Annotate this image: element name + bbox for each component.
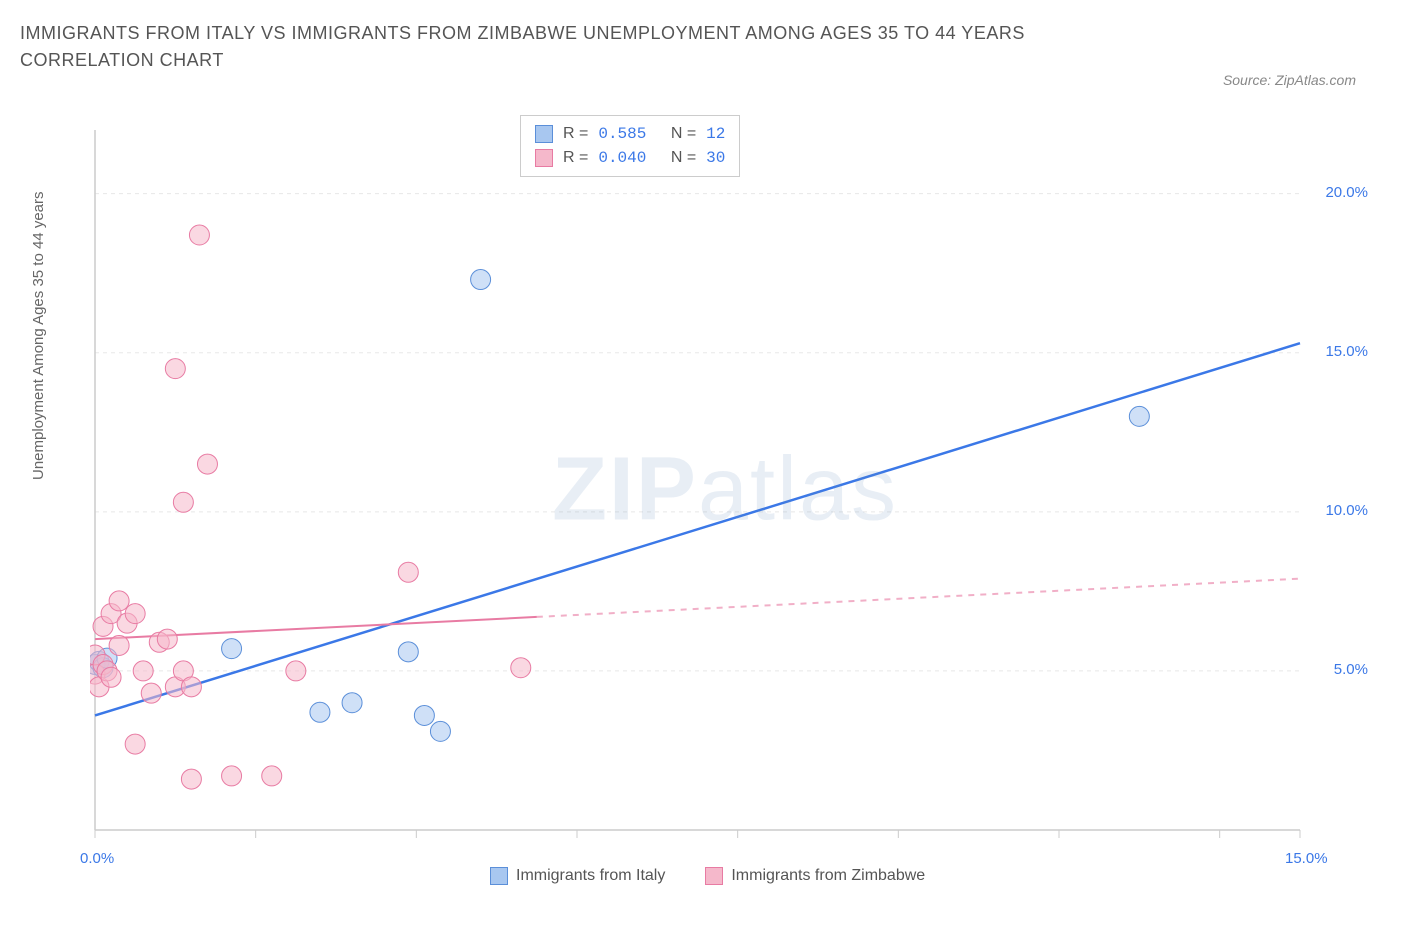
legend-label-italy: Immigrants from Italy (516, 867, 665, 885)
legend-label-zimbabwe: Immigrants from Zimbabwe (731, 867, 925, 885)
r-value-zimbabwe: 0.040 (598, 146, 646, 170)
source-attribution: Source: ZipAtlas.com (1223, 72, 1356, 88)
n-value-italy: 12 (706, 122, 725, 146)
x-tick-label: 15.0% (1285, 850, 1328, 867)
y-tick-label: 10.0% (1308, 502, 1368, 519)
n-label: N = (671, 146, 696, 170)
y-tick-label: 15.0% (1308, 343, 1368, 360)
x-tick-label: 0.0% (80, 850, 114, 867)
n-label: N = (671, 122, 696, 146)
legend-item-italy: Immigrants from Italy (490, 867, 665, 885)
r-label: R = (563, 122, 588, 146)
scatter-plot-svg (90, 120, 1360, 860)
r-value-italy: 0.585 (598, 122, 646, 146)
bottom-legend: Immigrants from Italy Immigrants from Zi… (490, 867, 925, 885)
legend-swatch-zimbabwe-bottom (705, 867, 723, 885)
legend-swatch-italy (535, 125, 553, 143)
legend-stats-row-italy: R = 0.585 N = 12 (535, 122, 725, 146)
legend-stats-box: R = 0.585 N = 12 R = 0.040 N = 30 (520, 115, 740, 177)
chart-container: IMMIGRANTS FROM ITALY VS IMMIGRANTS FROM… (20, 20, 1386, 890)
chart-title: IMMIGRANTS FROM ITALY VS IMMIGRANTS FROM… (20, 20, 1120, 74)
legend-swatch-zimbabwe (535, 149, 553, 167)
n-value-zimbabwe: 30 (706, 146, 725, 170)
legend-stats-row-zimbabwe: R = 0.040 N = 30 (535, 146, 725, 170)
y-tick-label: 20.0% (1308, 184, 1368, 201)
plot-area: R = 0.585 N = 12 R = 0.040 N = 30 ZIPatl… (90, 120, 1360, 860)
r-label: R = (563, 146, 588, 170)
legend-item-zimbabwe: Immigrants from Zimbabwe (705, 867, 925, 885)
y-tick-label: 5.0% (1308, 661, 1368, 678)
legend-swatch-italy-bottom (490, 867, 508, 885)
y-axis-label: Unemployment Among Ages 35 to 44 years (30, 191, 47, 480)
